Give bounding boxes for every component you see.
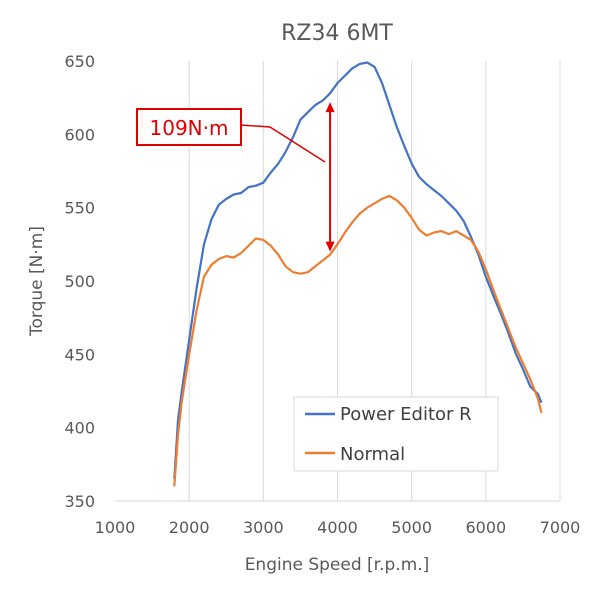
y-tick-label: 600 xyxy=(64,125,95,144)
annotation-arrowhead-bottom xyxy=(325,241,335,252)
legend-label-normal: Normal xyxy=(340,444,405,465)
x-tick-label: 6000 xyxy=(465,518,506,537)
chart-title: RZ34 6MT xyxy=(281,21,393,46)
legend-box xyxy=(293,396,499,472)
y-tick-label: 650 xyxy=(64,52,95,71)
y-tick-label: 500 xyxy=(64,272,95,291)
series-line-0 xyxy=(173,61,543,480)
legend: Power Editor R Normal xyxy=(293,396,499,472)
x-tick-label: 7000 xyxy=(540,518,581,537)
y-tick-label: 350 xyxy=(64,492,95,511)
x-axis-label: Engine Speed [r.p.m.] xyxy=(245,555,430,575)
series-lines xyxy=(173,61,543,487)
x-axis-ticks: 1000 2000 3000 4000 5000 6000 7000 xyxy=(95,518,581,537)
y-axis-label: Torque [N·m] xyxy=(27,226,47,337)
x-tick-label: 4000 xyxy=(317,518,358,537)
annotation-leader-line xyxy=(239,124,326,163)
legend-label-power-editor-r: Power Editor R xyxy=(340,404,472,425)
y-tick-label: 550 xyxy=(64,199,95,218)
x-tick-label: 5000 xyxy=(391,518,432,537)
annotation-arrowhead-top xyxy=(325,102,335,113)
y-tick-label: 400 xyxy=(64,419,95,438)
x-tick-label: 1000 xyxy=(95,518,136,537)
x-tick-label: 2000 xyxy=(169,518,210,537)
annotation: 109N·m xyxy=(136,102,335,252)
annotation-label: 109N·m xyxy=(150,116,229,140)
y-tick-label: 450 xyxy=(64,345,95,364)
annotation-box xyxy=(136,108,242,146)
y-axis-ticks: 350 400 450 500 550 600 650 xyxy=(64,52,95,511)
series-line-1 xyxy=(173,194,543,487)
x-tick-label: 3000 xyxy=(243,518,284,537)
